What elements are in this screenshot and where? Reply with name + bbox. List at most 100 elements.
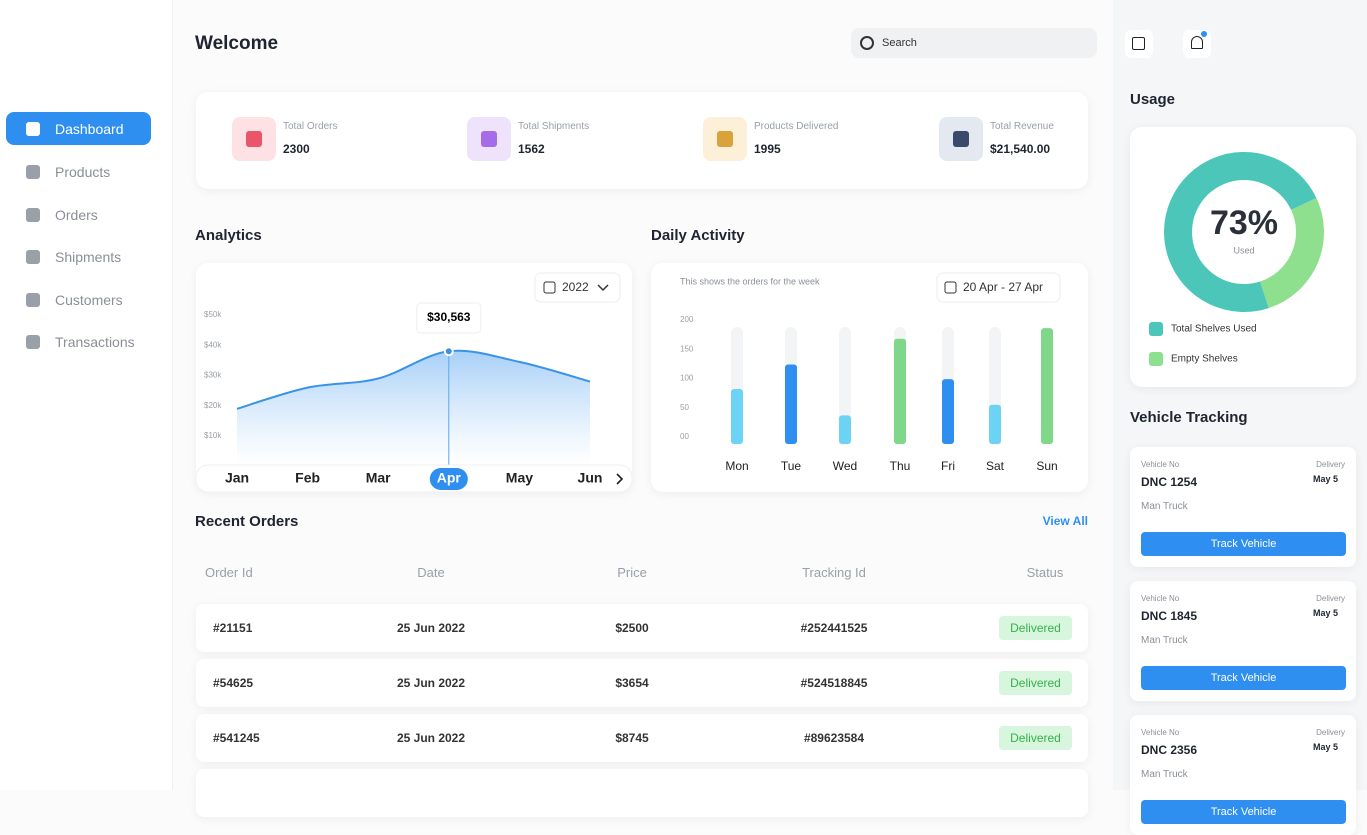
month-label[interactable]: Apr <box>437 470 462 486</box>
stat-label: Total Shipments <box>518 121 590 132</box>
view-all-link[interactable]: View All <box>1042 514 1088 528</box>
search-icon <box>860 36 874 50</box>
nav-icon <box>26 122 40 136</box>
stat-value: 1562 <box>518 142 545 156</box>
status-badge: Delivered <box>999 726 1072 750</box>
bar-track <box>839 327 851 444</box>
bar <box>785 364 797 444</box>
stat-icon <box>717 131 733 147</box>
delivery-date: May 5 <box>1312 742 1338 752</box>
donut-remainder <box>1259 197 1324 309</box>
tooltip-text: $30,563 <box>427 310 471 324</box>
column-header: Price <box>617 565 647 580</box>
y-tick-label: 00 <box>680 432 689 441</box>
x-tick-label: Sat <box>986 459 1005 473</box>
vehicle-label: Vehicle No <box>1141 460 1180 469</box>
order-cell: 25 Jun 2022 <box>396 621 466 635</box>
section-title: Analytics <box>195 227 262 244</box>
status-badge: Delivered <box>999 616 1072 640</box>
bar <box>942 379 954 444</box>
search-box[interactable]: Search <box>851 28 1097 58</box>
x-tick-label: Sun <box>1036 459 1057 473</box>
track-button[interactable]: Track Vehicle <box>1141 532 1346 556</box>
month-label[interactable]: May <box>506 470 533 486</box>
month-label[interactable]: Feb <box>295 470 320 486</box>
delivery-label: Delivery <box>1316 728 1345 737</box>
nav-icon <box>26 335 40 350</box>
date-range: 20 Apr - 27 Apr <box>963 280 1043 294</box>
daily-chart: This shows the orders for the week 20 Apr… <box>680 272 1061 473</box>
donut-value: 73% <box>1210 204 1278 242</box>
icon-button[interactable] <box>1125 30 1153 58</box>
order-row <box>196 659 1088 707</box>
month-label[interactable]: Jan <box>225 470 249 486</box>
y-tick-label: $20k <box>204 401 222 410</box>
nav-item[interactable]: Shipments <box>55 249 122 266</box>
donut-center-label: Used <box>1233 245 1254 255</box>
bar <box>731 389 743 444</box>
delivery-label: Delivery <box>1316 460 1345 469</box>
status-badge: Delivered <box>999 671 1072 695</box>
stat-label: Total Orders <box>283 121 338 132</box>
stat-icon <box>481 131 497 147</box>
column-header: Status <box>1026 565 1064 580</box>
line <box>236 349 591 410</box>
usage-donut: 73% Used Total Shelves Used Empty Shelves <box>1149 152 1324 366</box>
y-tick-label: $10k <box>204 431 222 440</box>
chart-subtitle: This shows the orders for the week <box>680 276 820 286</box>
column-header: Date <box>417 565 445 580</box>
year-label: 2022 <box>562 280 589 294</box>
nav-item[interactable]: Transactions <box>55 334 135 351</box>
stat-value: $21,540.00 <box>990 142 1051 156</box>
line-area <box>237 350 590 465</box>
order-cell: #524518845 <box>800 676 868 690</box>
vehicle-label: Vehicle No <box>1141 728 1180 737</box>
page-title: Welcome <box>195 33 279 54</box>
stat-label: Products Delivered <box>754 121 839 132</box>
section-title: Daily Activity <box>651 227 745 244</box>
order-cell: 25 Jun 2022 <box>396 676 466 690</box>
nav-item[interactable]: Products <box>55 164 111 180</box>
order-row <box>196 714 1088 762</box>
date-selector[interactable] <box>936 272 1061 303</box>
nav-icon <box>26 292 40 307</box>
order-cell: #21151 <box>213 621 253 635</box>
x-tick-label: Thu <box>890 459 911 473</box>
delivery-label: Delivery <box>1316 594 1345 603</box>
x-tick-label: Fri <box>941 459 955 473</box>
stat-value: 2300 <box>283 142 310 156</box>
focus-point <box>443 346 454 357</box>
order-cell: $3654 <box>615 676 649 690</box>
y-tick-label: $50k <box>204 310 222 319</box>
vehicle-number: DNC 1845 <box>1141 609 1198 623</box>
analytics-chart: $10k $20k $30k $40k $50k $30,563 2022 Jan Feb Mar… <box>195 272 633 493</box>
bar <box>1041 328 1053 444</box>
track-button[interactable]: Track Vehicle <box>1141 666 1346 690</box>
y-tick-label: $40k <box>204 340 222 349</box>
nav-item[interactable]: Customers <box>55 291 123 308</box>
month-label[interactable]: Mar <box>366 470 391 486</box>
vehicle-number: DNC 1254 <box>1141 475 1198 489</box>
column-header: Order Id <box>205 565 253 580</box>
track-button[interactable]: Track Vehicle <box>1141 800 1346 824</box>
bar <box>989 404 1001 444</box>
bar <box>894 338 906 444</box>
order-row <box>196 769 1088 817</box>
year-selector[interactable] <box>534 272 621 303</box>
vehicle-type: Man Truck <box>1141 769 1188 780</box>
order-cell: 25 Jun 2022 <box>396 731 466 745</box>
stat-label: Total Revenue <box>990 121 1054 132</box>
legend-swatch <box>1149 352 1163 366</box>
calendar-icon <box>944 281 957 294</box>
order-row <box>196 604 1088 652</box>
month-label[interactable]: Jun <box>578 470 603 486</box>
legend-label: Total Shelves Used <box>1171 324 1257 335</box>
delivery-date: May 5 <box>1312 474 1338 484</box>
next-arrow <box>616 473 624 485</box>
legend-swatch <box>1149 322 1163 336</box>
nav-item[interactable]: Dashboard <box>55 121 124 137</box>
nav-item[interactable]: Orders <box>55 206 98 223</box>
calendar-icon <box>543 281 556 294</box>
y-tick-label: 50 <box>680 403 689 412</box>
legend-label: Empty Shelves <box>1171 354 1238 365</box>
